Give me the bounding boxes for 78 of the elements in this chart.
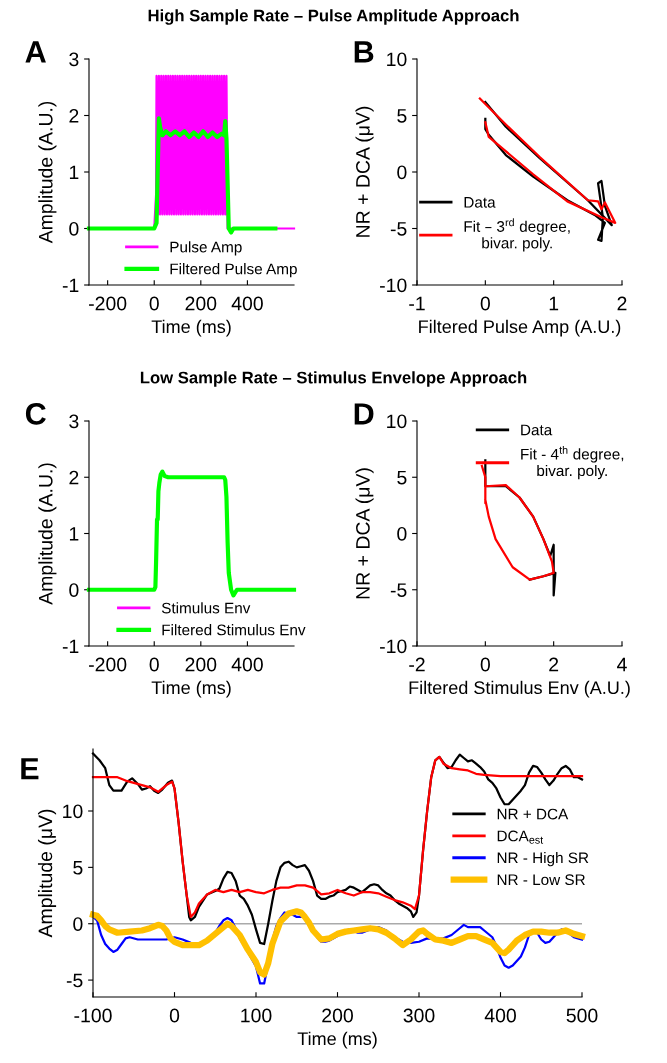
x-tick-label: 400: [231, 657, 263, 672]
legend-label: NR - Low SR: [497, 874, 585, 886]
text: B: [354, 41, 374, 63]
x-tick-label: 0: [169, 1008, 180, 1023]
legend-label: Data: [464, 197, 496, 208]
y-tick-label: 0: [397, 165, 407, 180]
text: High Sample Rate – Pulse Amplitude Approach: [148, 9, 519, 25]
legend-label: Pulse Amp: [170, 241, 242, 256]
y-tick-label: 10: [387, 414, 407, 429]
y-tick-label: -1: [62, 639, 79, 654]
y-tick-label: 3: [69, 52, 79, 67]
x-tick-label: 300: [403, 1008, 435, 1023]
y-tick-label: -1: [62, 278, 79, 293]
y-axis-title: Amplitude (A.U.): [38, 463, 57, 605]
y-tick-label: -10: [380, 639, 407, 654]
line-series: [86, 116, 278, 235]
x-tick-label: 2: [549, 657, 559, 672]
x-axis-title: Time (ms): [151, 680, 231, 698]
x-tick-label: 0: [480, 657, 490, 672]
y-tick-label: 5: [73, 861, 83, 875]
y-tick-label: 5: [397, 109, 407, 123]
x-tick-label: 100: [241, 1008, 272, 1023]
legend-label: Stimulus Env: [161, 602, 251, 614]
x-tick-label: -2: [409, 657, 425, 672]
legend-label: Fit - 4$^{th}$ degree, bivar. poly.: [521, 446, 624, 480]
y-axis-title: Amplitude (μV): [37, 809, 57, 938]
x-axis-title: Filtered Stimulus Env (A.U.): [409, 680, 630, 698]
x-axis-title: Time (ms): [151, 319, 231, 337]
x-tick-label: 200: [185, 296, 217, 311]
legend-label: NR - High SR: [497, 852, 589, 867]
x-tick-label: 400: [231, 296, 263, 311]
text: Low Sample Rate – Stimulus Envelope Approach: [140, 371, 527, 387]
legend-label: Filtered Stimulus Env: [162, 624, 306, 636]
legend-label: DCA$_{est}$: [497, 830, 544, 844]
x-tick-label: -200: [89, 657, 127, 672]
y-tick-label: -10: [380, 278, 407, 293]
y-axis-title: NR + DCA (μV): [355, 106, 374, 237]
x-tick-label: 500: [566, 1008, 598, 1023]
y-tick-label: 2: [69, 108, 79, 123]
text: A: [25, 41, 46, 63]
y-tick-label: 3: [69, 414, 79, 429]
x-tick-label: -1: [409, 296, 425, 311]
x-tick-label: -200: [89, 296, 127, 311]
y-tick-label: 2: [69, 470, 79, 485]
line-series: [86, 469, 297, 598]
y-tick-label: -5: [390, 583, 407, 597]
legend-label: NR + DCA: [497, 808, 569, 820]
y-tick-label: 5: [397, 470, 407, 485]
y-tick-label: -5: [66, 973, 83, 988]
x-axis-title: Time (ms): [297, 1031, 377, 1049]
y-axis-title: NR + DCA (μV): [355, 468, 374, 599]
y-tick-label: 0: [69, 221, 79, 236]
text: D: [354, 403, 374, 425]
y-tick-label: 10: [63, 804, 83, 819]
x-axis-title: Filtered Pulse Amp (A.U.): [419, 319, 621, 337]
legend-label: Data: [521, 424, 553, 436]
x-tick-label: 400: [484, 1008, 516, 1023]
x-tick-label: 0: [149, 657, 159, 672]
legend-label: Fit – 3$^{rd}$ degree, bivar. poly.: [464, 218, 570, 252]
y-tick-label: 0: [69, 583, 79, 597]
y-tick-label: 10: [387, 52, 407, 67]
x-tick-label: 4: [617, 657, 627, 672]
text: C: [25, 403, 46, 425]
x-tick-label: 200: [185, 657, 217, 672]
y-tick-label: -5: [390, 222, 407, 236]
y-tick-label: 0: [397, 526, 407, 541]
x-tick-label: 200: [322, 1008, 353, 1023]
y-tick-label: 1: [69, 165, 79, 180]
x-tick-label: 1: [549, 296, 559, 311]
x-tick-label: 0: [149, 296, 159, 311]
y-tick-label: 0: [73, 917, 83, 931]
x-tick-label: 0: [480, 296, 490, 311]
x-tick-label: 2: [617, 296, 627, 311]
x-tick-label: -100: [74, 1008, 112, 1023]
legend-label: Filtered Pulse Amp: [170, 263, 297, 278]
y-axis-title: Amplitude (A.U.): [38, 101, 57, 244]
text: E: [21, 758, 39, 780]
y-tick-label: 1: [69, 527, 79, 541]
